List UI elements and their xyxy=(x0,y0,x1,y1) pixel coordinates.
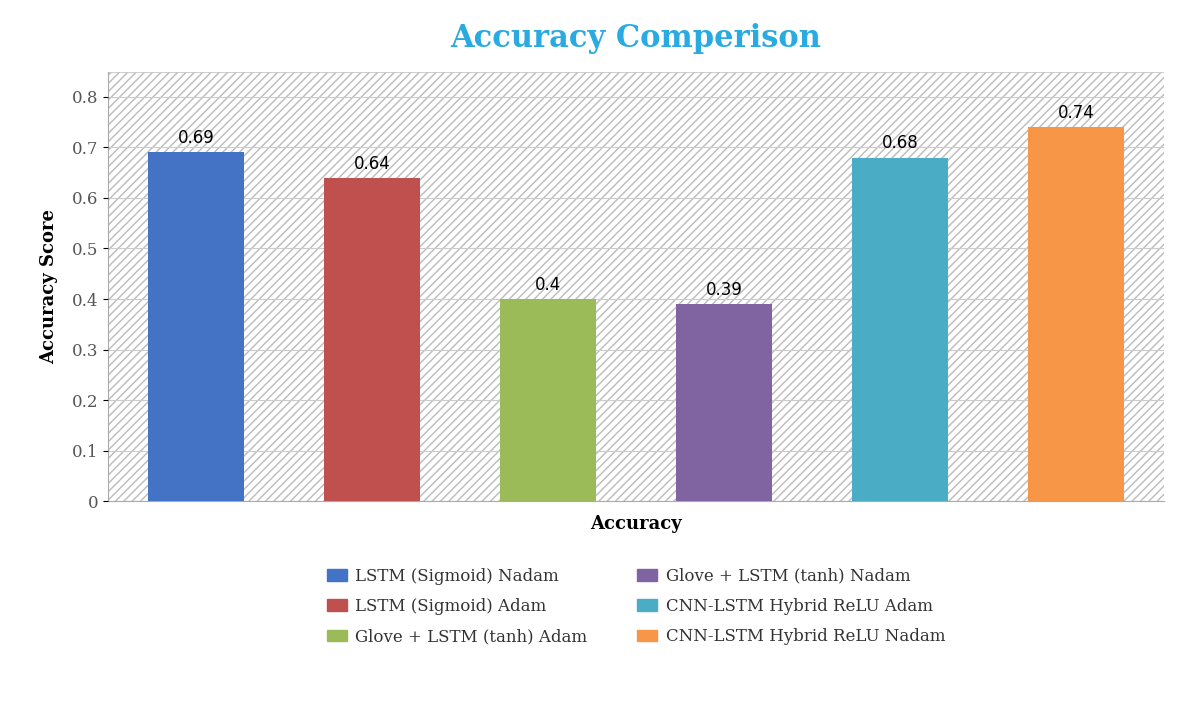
Bar xyxy=(676,304,773,501)
Text: 0.69: 0.69 xyxy=(178,130,215,147)
Bar xyxy=(148,153,245,501)
Text: 0.68: 0.68 xyxy=(882,135,918,153)
Legend: LSTM (Sigmoid) Nadam, LSTM (Sigmoid) Adam, Glove + LSTM (tanh) Adam, Glove + LST: LSTM (Sigmoid) Nadam, LSTM (Sigmoid) Ada… xyxy=(320,561,952,652)
Text: 0.4: 0.4 xyxy=(535,276,562,294)
Text: 0.74: 0.74 xyxy=(1057,104,1094,122)
Text: 0.39: 0.39 xyxy=(706,281,743,299)
Bar xyxy=(1027,127,1124,501)
Y-axis label: Accuracy Score: Accuracy Score xyxy=(40,209,58,364)
Title: Accuracy Comperison: Accuracy Comperison xyxy=(450,23,822,54)
Text: 0.64: 0.64 xyxy=(354,155,390,173)
X-axis label: Accuracy: Accuracy xyxy=(590,515,682,533)
Bar xyxy=(499,299,596,501)
Bar xyxy=(324,178,420,501)
Bar xyxy=(852,158,948,501)
